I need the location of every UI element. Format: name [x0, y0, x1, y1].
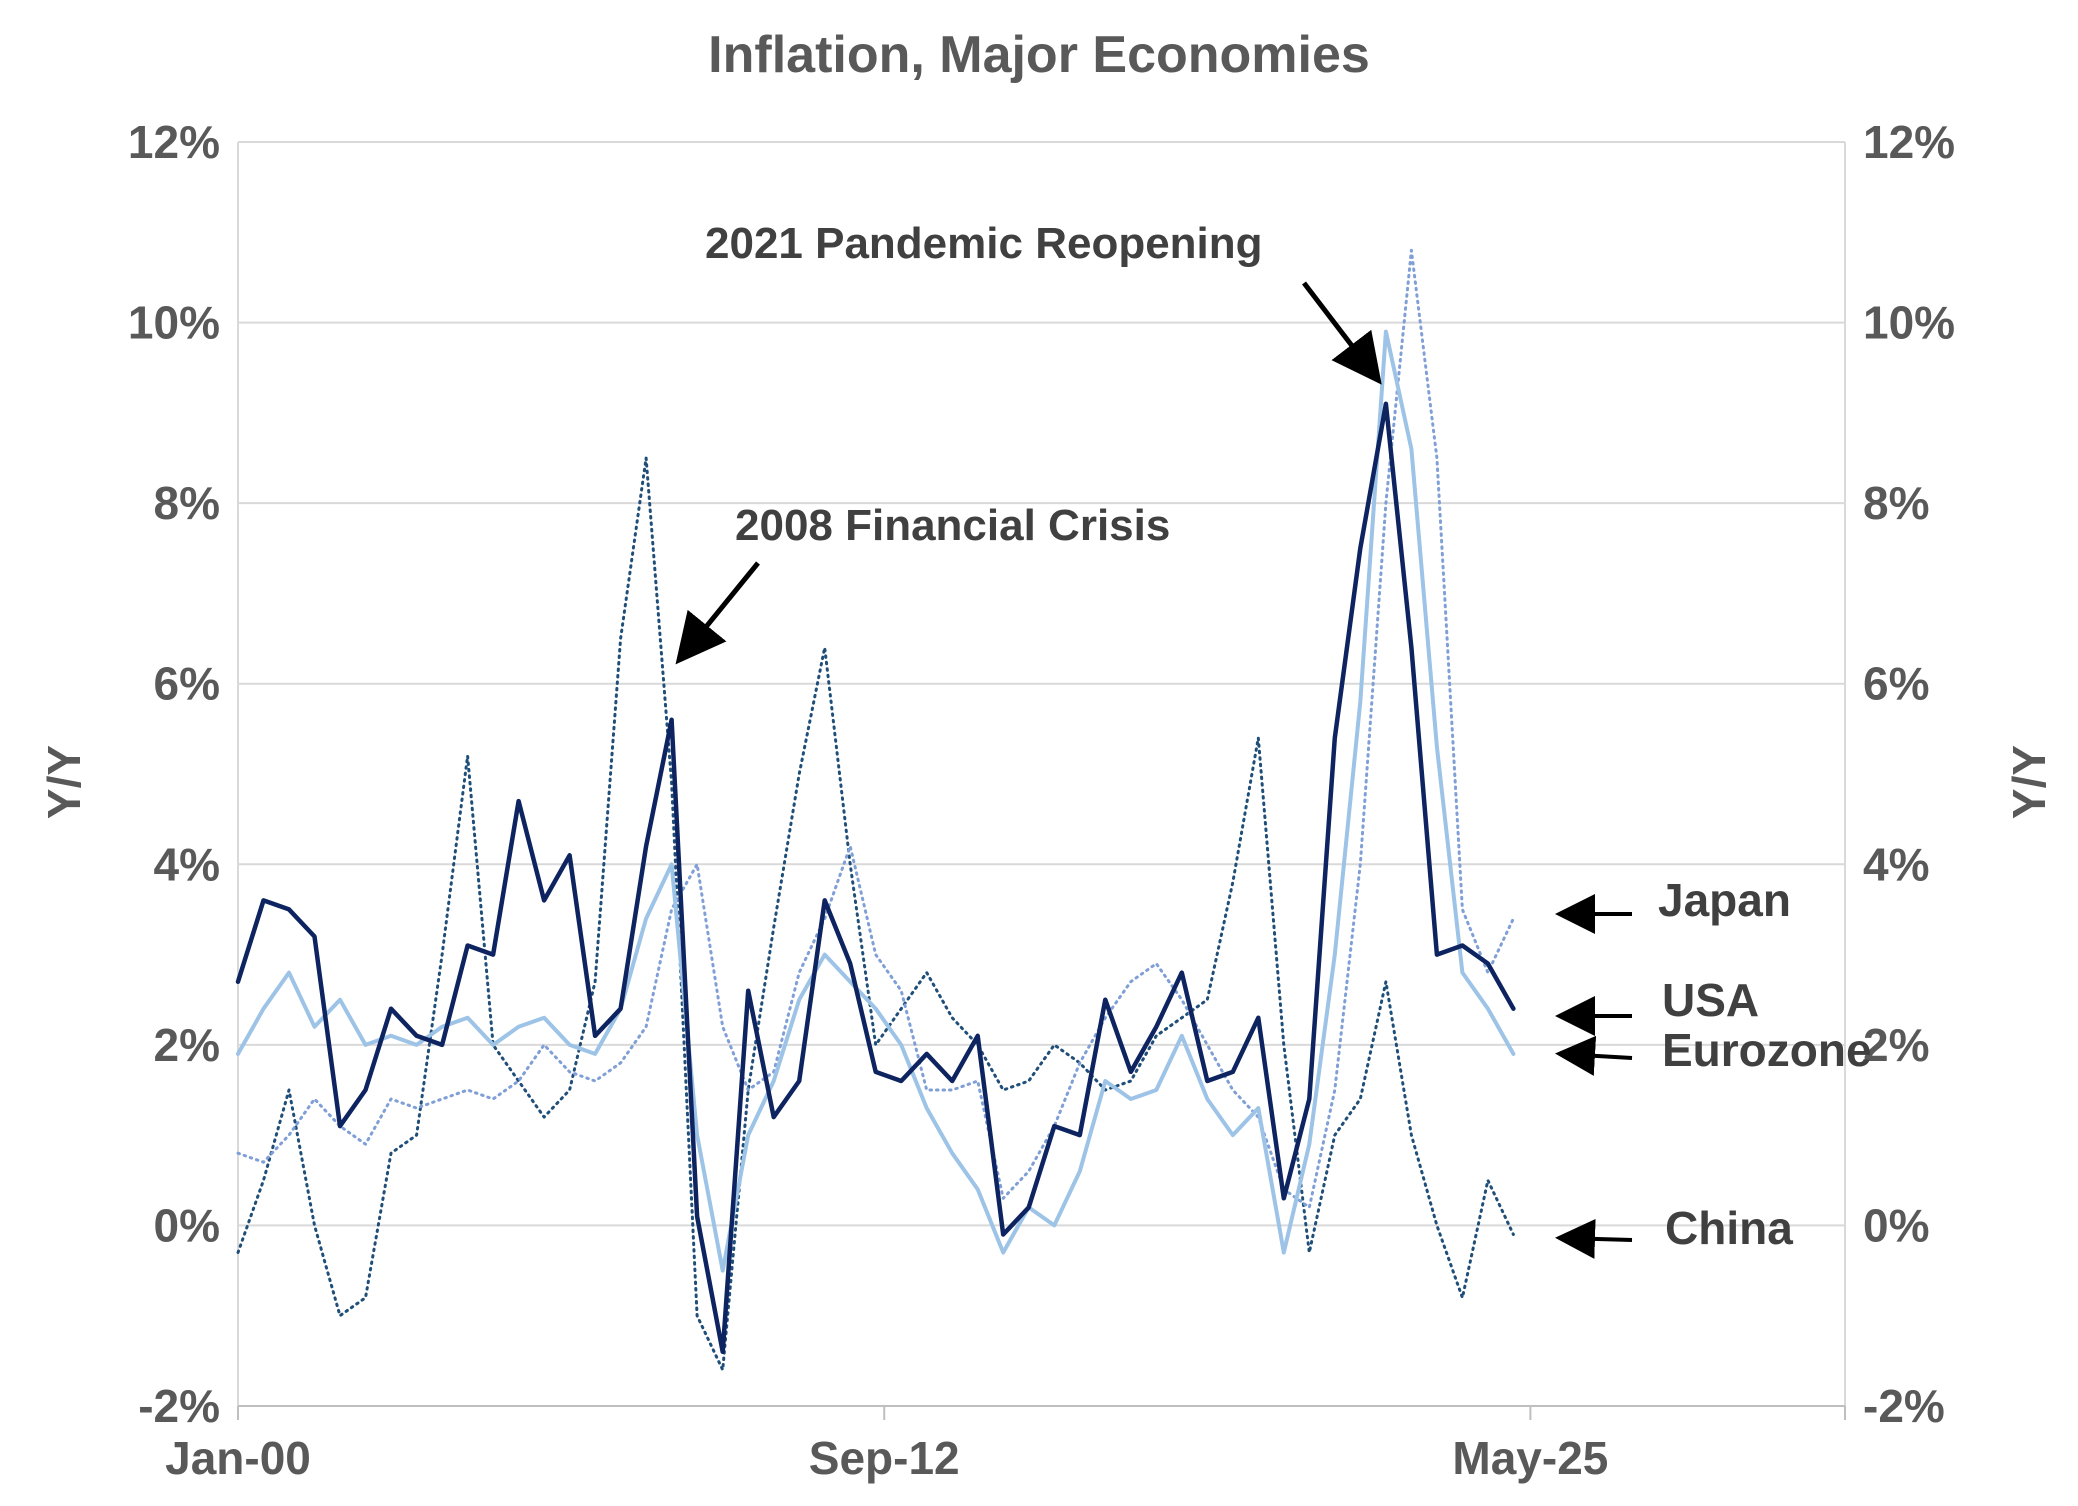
y-tick-label-right: 0% [1863, 1199, 1929, 1251]
end-label-china: China [1665, 1202, 1793, 1254]
y-tick-label-right: 4% [1863, 838, 1929, 890]
end-label-arrow-eurozone [1555, 1035, 1633, 1076]
end-label-usa: USA [1662, 974, 1759, 1026]
y-tick-labels-right: -2% 0% 2% 4% 6% 8% 10% 12% [1863, 116, 1955, 1432]
axes [237, 142, 1846, 1420]
chart-title: Inflation, Major Economies [708, 26, 1370, 84]
series-line-eurozone [236, 329, 1516, 1273]
y-tick-label-right: 10% [1863, 297, 1955, 349]
y-tick-label-right: 6% [1863, 658, 1929, 710]
x-tick-label: Sep-12 [809, 1432, 960, 1484]
annotations: 2008 Financial Crisis 2021 Pandemic Reope… [675, 219, 1382, 665]
y-tick-label-left: 2% [154, 1019, 220, 1071]
y-tick-label-left: 4% [154, 838, 220, 890]
x-tick-label: May-25 [1452, 1432, 1608, 1484]
series-line-japan [236, 248, 1515, 1209]
y-axis-label-left: Y/Y [38, 745, 90, 819]
annotation-arrow-pandemic-reopening [1302, 281, 1382, 385]
series-line-usa [235, 401, 1516, 1355]
y-tick-labels-left: -2% 0% 2% 4% 6% 8% 10% 12% [128, 116, 220, 1432]
y-tick-label-right: -2% [1863, 1380, 1945, 1432]
y-tick-label-left: 10% [128, 297, 220, 349]
annotation-financial-crisis: 2008 Financial Crisis [735, 501, 1170, 550]
annotation-arrow-financial-crisis [675, 561, 760, 665]
y-tick-label-left: -2% [138, 1380, 220, 1432]
y-tick-label-left: 0% [154, 1199, 220, 1251]
annotation-pandemic-reopening: 2021 Pandemic Reopening [705, 219, 1263, 268]
end-label-arrow-china [1555, 1218, 1633, 1259]
x-tick-labels: Jan-00 Sep-12 May-25 [165, 1432, 1608, 1484]
y-tick-label-left: 6% [154, 658, 220, 710]
y-tick-label-left: 12% [128, 116, 220, 168]
y-tick-label-right: 8% [1863, 477, 1929, 529]
y-tick-label-left: 8% [154, 477, 220, 529]
y-axis-label-right: Y/Y [2003, 745, 2055, 819]
x-tick-label: Jan-00 [165, 1432, 311, 1484]
end-label-japan: Japan [1658, 874, 1791, 926]
end-label-eurozone: Eurozone [1662, 1024, 1872, 1076]
series-lines [235, 248, 1516, 1372]
y-tick-label-right: 12% [1863, 116, 1955, 168]
y-tick-label-right: 2% [1863, 1019, 1929, 1071]
